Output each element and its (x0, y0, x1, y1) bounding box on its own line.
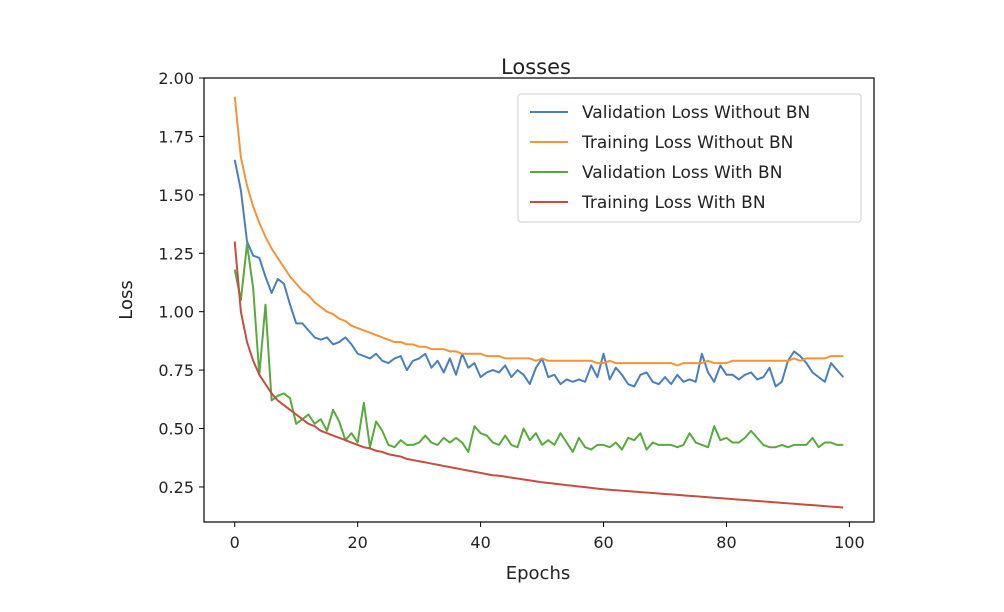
y-tick-label: 1.75 (158, 127, 194, 146)
y-tick-label: 1.25 (158, 244, 194, 263)
y-tick-label: 2.00 (158, 69, 194, 88)
y-tick-label: 0.25 (158, 478, 194, 497)
series-line-2 (233, 242, 844, 453)
legend: Validation Loss Without BN Training Loss… (517, 93, 862, 223)
x-axis-label: Epochs (506, 563, 571, 584)
x-tick-label: 0 (230, 533, 240, 552)
x-tick-label: 40 (470, 533, 490, 552)
series-line-0 (233, 159, 845, 388)
series-line-3 (233, 241, 844, 509)
series-layer (233, 96, 845, 509)
plot-frame (203, 77, 875, 523)
legend-box (517, 93, 862, 223)
y-tick-label: 0.50 (158, 420, 194, 439)
x-tick-label: 20 (347, 533, 367, 552)
chart-title: Losses (501, 55, 571, 79)
legend-label-validation-without-bn: Validation Loss Without BN (582, 103, 810, 123)
y-axis-label: Loss (116, 280, 137, 319)
legend-label-training-with-bn: Training Loss With BN (581, 193, 766, 213)
legend-label-validation-with-bn: Validation Loss With BN (582, 163, 782, 183)
y-tick-label: 1.50 (158, 186, 194, 205)
x-tick-label: 60 (593, 533, 613, 552)
y-tick-label: 1.00 (158, 303, 194, 322)
legend-label-training-without-bn: Training Loss Without BN (581, 133, 793, 153)
series-line-1 (233, 96, 844, 367)
x-axis-ticks: 0 20 40 60 80 100 (230, 522, 865, 552)
y-axis-ticks: 0.25 0.50 0.75 1.00 1.25 1.50 1.75 2.00 (158, 69, 204, 497)
y-tick-label: 0.75 (158, 361, 194, 380)
x-tick-label: 100 (834, 533, 865, 552)
x-tick-label: 80 (716, 533, 736, 552)
